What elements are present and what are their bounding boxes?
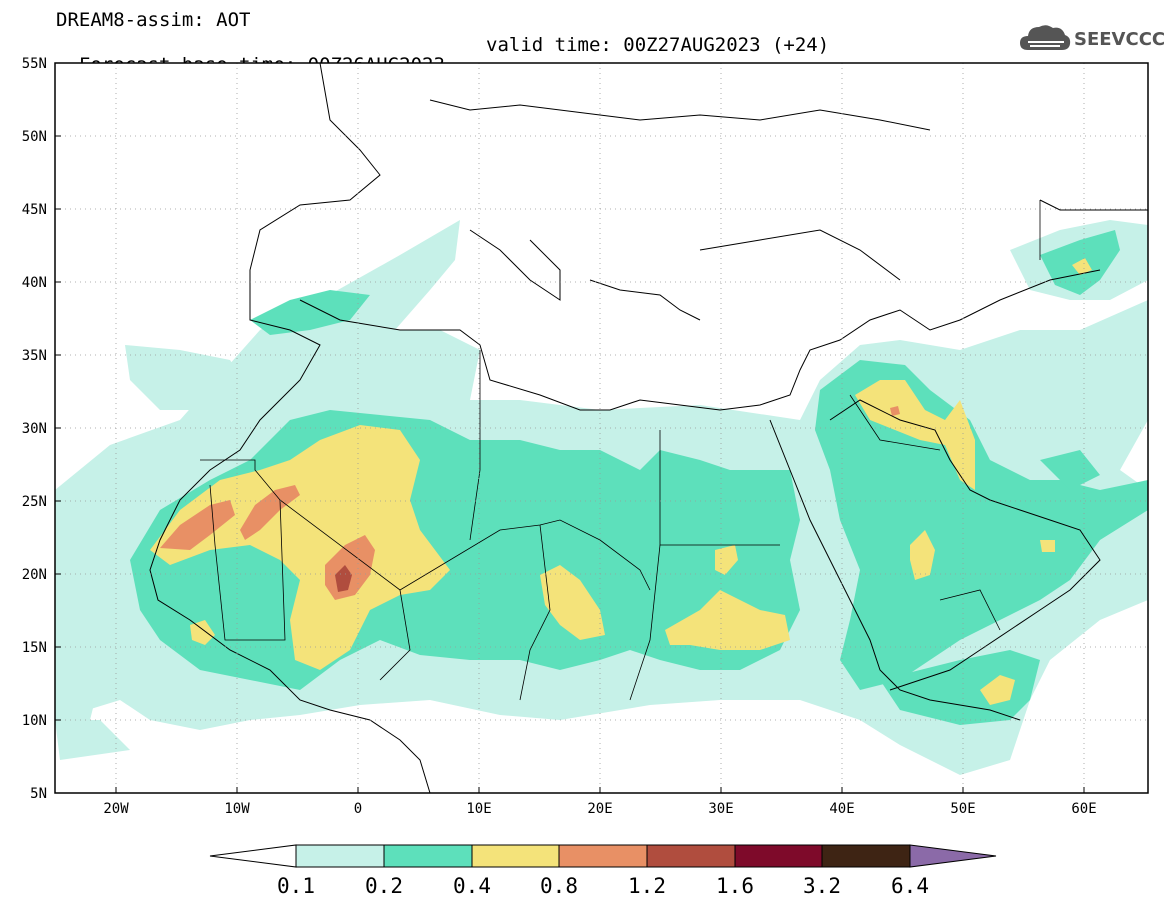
lon-label: 60E (1071, 801, 1096, 817)
lat-label: 45N (22, 202, 47, 218)
longitude-labels: 20W 10W 0 10E 20E 30E 40E 50E 60E (103, 801, 1096, 817)
seevccc-logo: SEEVCCC (1018, 20, 1165, 56)
lat-label: 40N (22, 275, 47, 291)
lat-label: 25N (22, 494, 47, 510)
colorbar-label: 0.2 (365, 874, 403, 898)
lon-label: 50E (950, 801, 975, 817)
map-title: DREAM8-assim: AOT (56, 9, 251, 31)
lon-label: 10E (466, 801, 491, 817)
colorbar-swatch (734, 844, 823, 868)
colorbar (209, 844, 997, 868)
lon-label: 20E (587, 801, 612, 817)
valid-time-text: valid time: 00Z27AUG2023 (+24) (486, 34, 830, 56)
colorbar-swatch (558, 844, 648, 868)
lon-label: 40E (829, 801, 854, 817)
lon-label: 0 (354, 801, 362, 817)
colorbar-label: 1.2 (628, 874, 666, 898)
colorbar-swatch (646, 844, 736, 868)
colorbar-swatch (295, 844, 385, 868)
colorbar-arrow-left (209, 844, 297, 868)
colorbar-swatch (383, 844, 473, 868)
colorbar-label: 3.2 (803, 874, 841, 898)
lat-label: 55N (22, 56, 47, 72)
colorbar-labels: 0.1 0.2 0.4 0.8 1.2 1.6 3.2 6.4 (277, 874, 929, 898)
colorbar-arrow-right (909, 844, 997, 868)
gridlines (55, 63, 1148, 793)
lat-label: 50N (22, 129, 47, 145)
colorbar-swatch (821, 844, 911, 868)
lon-label: 10W (224, 801, 250, 817)
tick-marks (55, 62, 1085, 793)
lat-label: 15N (22, 640, 47, 656)
latitude-labels: 55N 50N 45N 40N 35N 30N 25N 20N 15N 10N … (22, 56, 47, 802)
colorbar-label: 6.4 (891, 874, 929, 898)
cloud-icon (1020, 25, 1071, 50)
colorbar-label: 0.4 (453, 874, 491, 898)
colorbar-label: 0.8 (540, 874, 578, 898)
country-borders (200, 200, 1041, 701)
aot-band-1.2 (335, 565, 352, 592)
lon-label: 20W (103, 801, 129, 817)
logo-text: SEEVCCC (1074, 29, 1165, 50)
lat-label: 10N (22, 713, 47, 729)
lat-label: 5N (30, 786, 47, 802)
colorbar-swatch (471, 844, 560, 868)
lon-label: 30E (708, 801, 733, 817)
colorbar-label: 1.6 (716, 874, 754, 898)
colorbar-label: 0.1 (277, 874, 315, 898)
aot-band-0.4 (150, 258, 1092, 705)
lat-label: 20N (22, 567, 47, 583)
aot-fields (55, 63, 1148, 793)
lat-label: 35N (22, 348, 47, 364)
lat-label: 30N (22, 421, 47, 437)
